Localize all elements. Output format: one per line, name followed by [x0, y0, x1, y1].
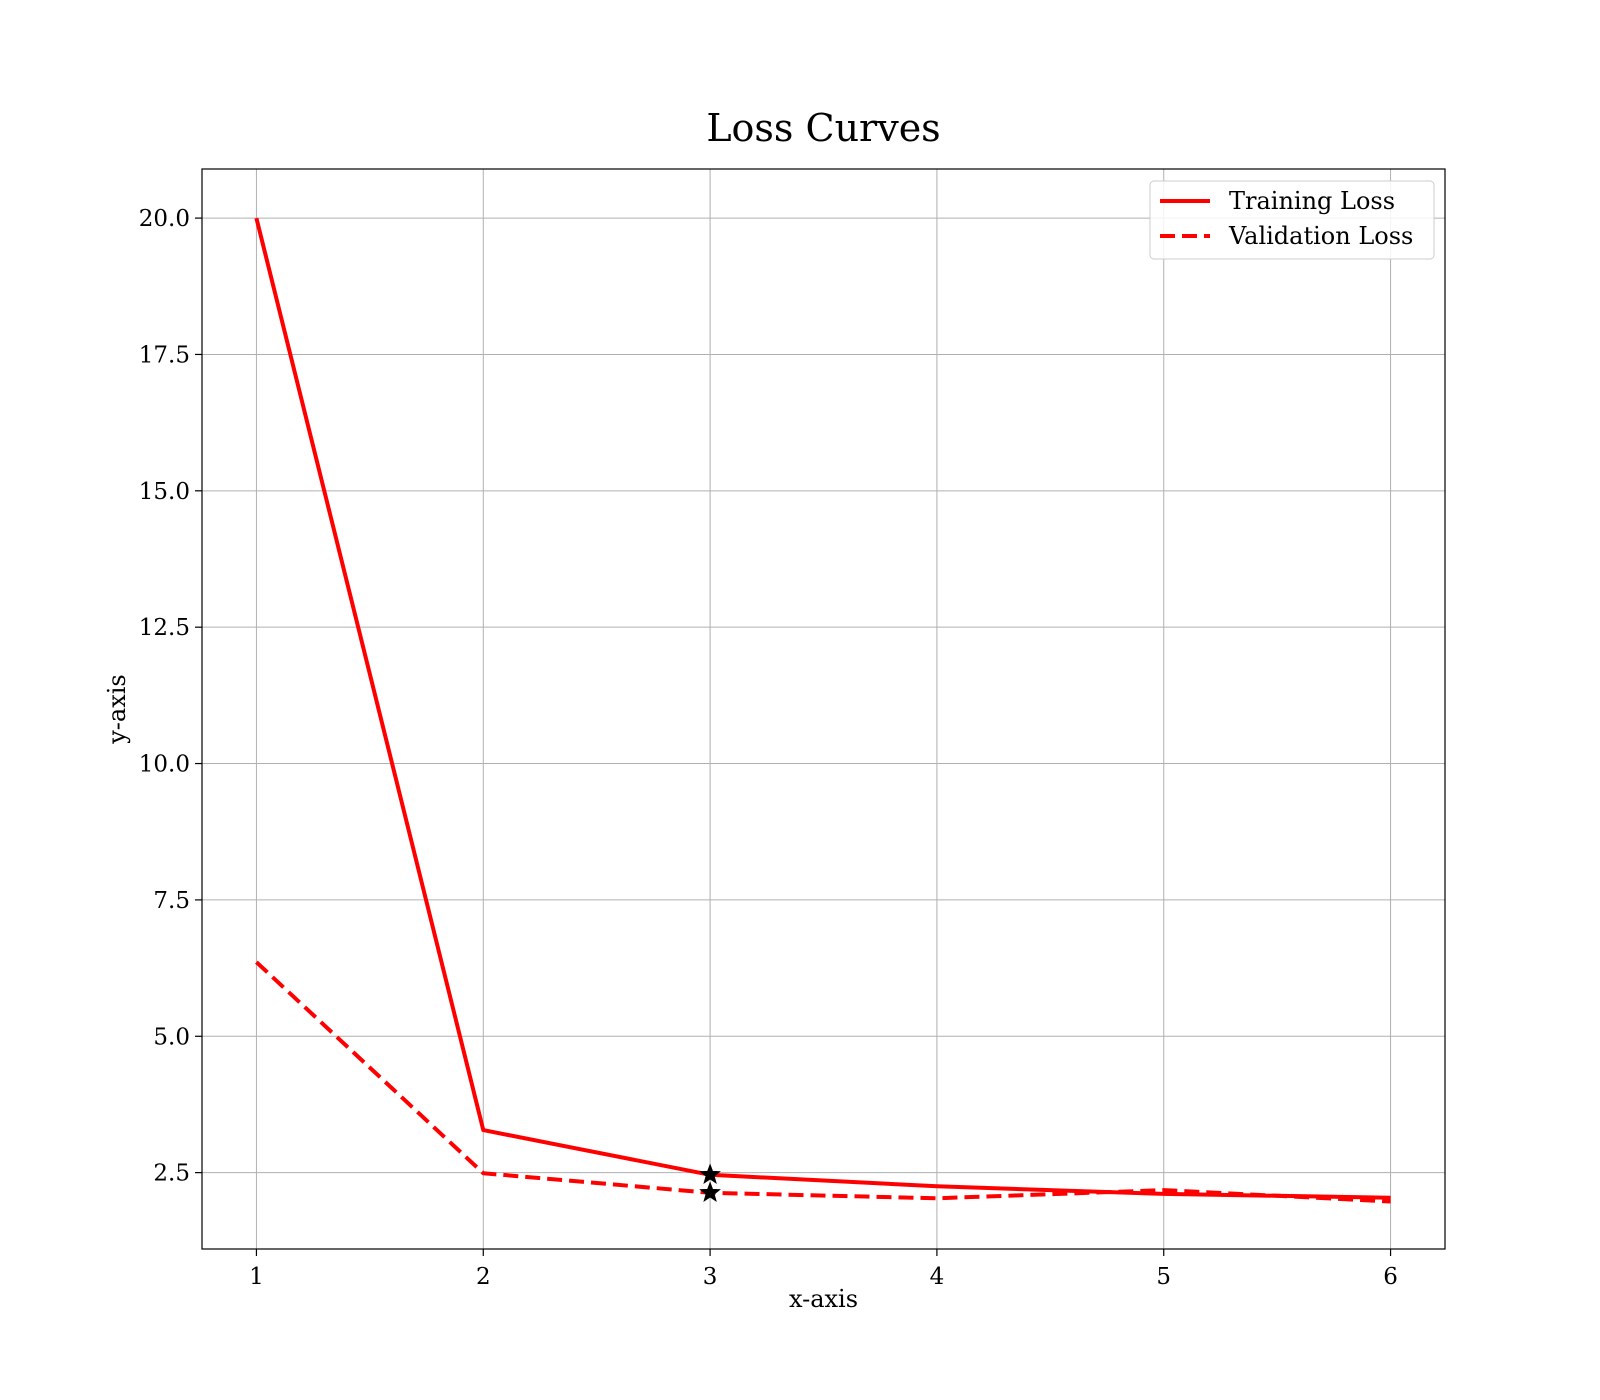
- legend-label-validation-loss: Validation Loss: [1228, 222, 1413, 250]
- grid: [202, 169, 1445, 1249]
- legend-label-training-loss: Training Loss: [1229, 187, 1395, 215]
- series-line-validation-loss: [255, 960, 1391, 1204]
- star-marker: [699, 1163, 721, 1185]
- y-tick-label: 2.5: [153, 1161, 190, 1187]
- series-line-training-loss: [254, 217, 1391, 1200]
- legend-box: [1149, 180, 1435, 260]
- y-tick-label: 5.0: [153, 1024, 190, 1050]
- x-tick-label: 1: [249, 1264, 264, 1290]
- y-tick-label: 15.0: [139, 479, 190, 505]
- y-tick-label: 17.5: [139, 342, 190, 368]
- series-lines: [254, 217, 1391, 1204]
- y-tick-label: 20.0: [139, 206, 190, 232]
- plot-frame: [201, 168, 1446, 1250]
- x-tick-label: 4: [930, 1264, 945, 1290]
- x-tick-label: 3: [703, 1264, 718, 1290]
- annotation-markers: [699, 1163, 721, 1203]
- star-marker: [699, 1181, 721, 1203]
- x-tick-label: 5: [1156, 1264, 1171, 1290]
- x-tick-label: 2: [476, 1264, 491, 1290]
- chart-title: Loss Curves: [706, 106, 940, 150]
- y-tick-label: 7.5: [153, 888, 190, 914]
- y-axis-label: y-axis: [103, 674, 131, 745]
- legend: Training Loss Validation Loss: [1149, 180, 1435, 260]
- x-tick-label: 6: [1383, 1264, 1398, 1290]
- x-axis-label: x-axis: [789, 1285, 858, 1313]
- axis-ticks: 1 2 3 4 5 6 2.5 5.0 7.5 10.0 12.5 15.0 17.5 20.0: [139, 206, 1398, 1290]
- y-tick-label: 12.5: [139, 615, 190, 641]
- y-tick-label: 10.0: [139, 752, 190, 778]
